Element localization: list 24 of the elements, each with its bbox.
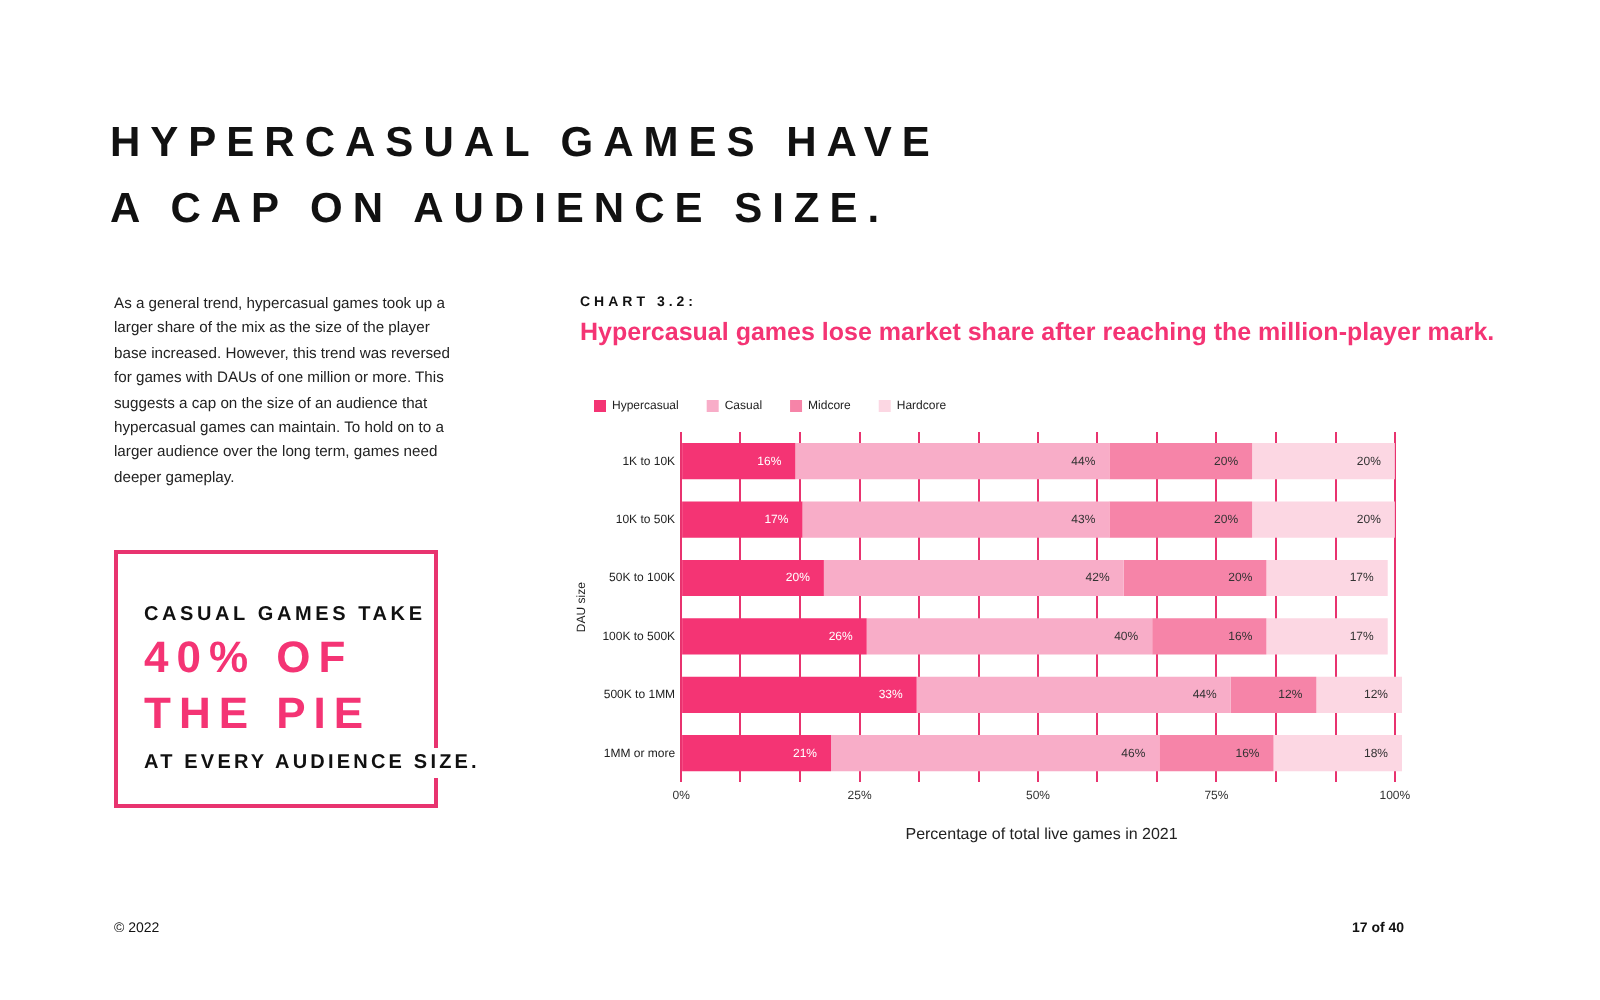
chart-title: Hypercasual games lose market share after reaching the million-player mark.: [580, 318, 1495, 346]
bar: [1266, 618, 1388, 655]
text: CASUAL GAMES TAKE: [144, 604, 426, 626]
bar: [1252, 443, 1395, 480]
text: HYPERCASUAL GAMES HAVE A CAP ON AUDIENCE SIZE.: [110, 118, 942, 236]
bar: [802, 501, 1110, 538]
bar: [1266, 559, 1388, 597]
bar: [831, 735, 1160, 772]
bar: [1123, 559, 1267, 597]
bar: [916, 676, 1231, 713]
x-axis-title: Percentage of total live games in 2021: [905, 824, 1179, 843]
bar: [1152, 618, 1267, 655]
bar: [1109, 501, 1253, 538]
bar: [823, 559, 1124, 597]
bar: [1159, 735, 1274, 772]
text: AT EVERY AUDIENCE SIZE.: [144, 748, 492, 778]
bar: [795, 443, 1110, 480]
bar: [1316, 676, 1402, 713]
bar: [866, 618, 1153, 655]
bar: [1230, 676, 1317, 713]
bar: [1109, 443, 1253, 480]
bar: [1273, 735, 1402, 772]
text: 40% OF THE PIE: [144, 630, 374, 742]
bar: [1252, 501, 1395, 538]
